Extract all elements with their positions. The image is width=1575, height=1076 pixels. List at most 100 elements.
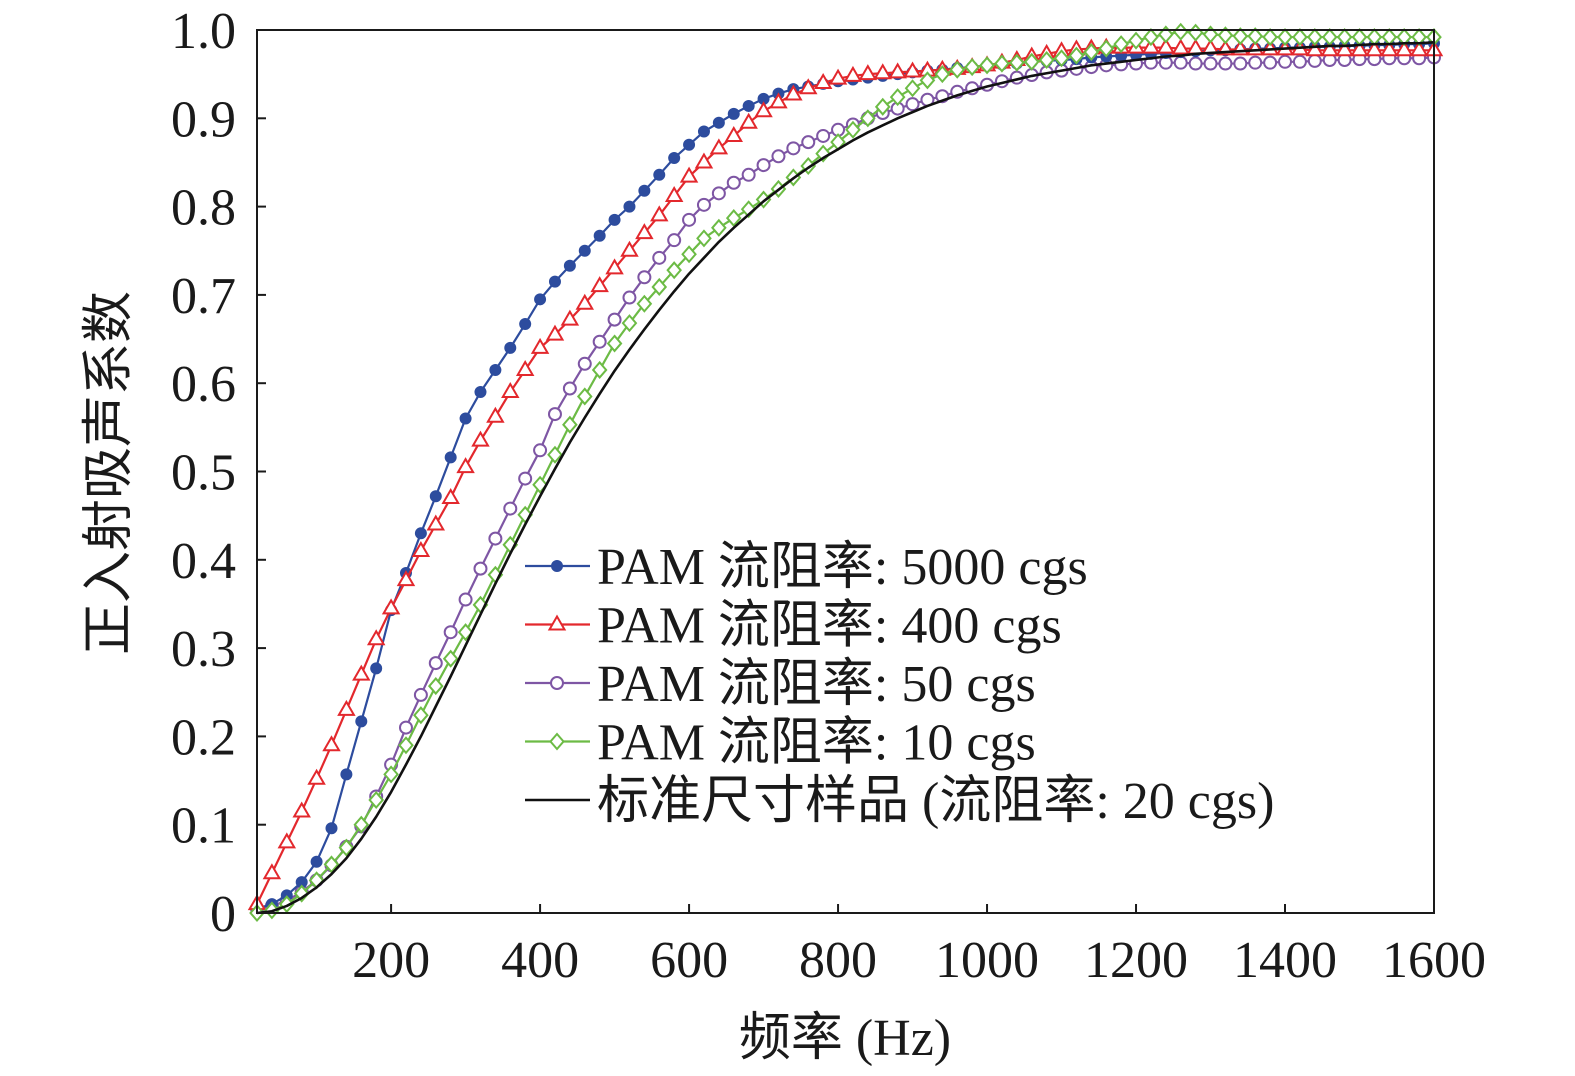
- series-2-point: [888, 62, 907, 79]
- series-3-point: [518, 471, 533, 486]
- series-4-point: [293, 884, 310, 903]
- y-tick-label: 0.6: [171, 356, 236, 413]
- series-4-point: [353, 815, 370, 834]
- series-2-point: [262, 863, 282, 880]
- x-tick-label: 200: [352, 932, 430, 989]
- series-3-point: [1188, 56, 1203, 71]
- series-2-point: [858, 64, 878, 81]
- series-3-point: [1278, 54, 1293, 69]
- y-axis-label-group: 正入射吸声系数: [81, 291, 138, 655]
- series-3-point: [1263, 55, 1278, 70]
- series-2-point: [784, 84, 803, 101]
- series-2-point: [1141, 37, 1161, 54]
- series-4-point: [860, 109, 876, 128]
- series-1-point: [548, 275, 561, 288]
- series-1-point: [534, 293, 547, 306]
- y-tick-label: 0.7: [171, 268, 236, 325]
- series-2-point: [754, 101, 773, 118]
- y-tick-label: 0.4: [171, 533, 236, 590]
- series-2-point: [277, 832, 297, 849]
- x-tick-label: 800: [799, 932, 877, 989]
- series-1-point: [563, 259, 576, 272]
- series-2-point: [1394, 40, 1414, 57]
- series-4-point: [1023, 52, 1040, 71]
- series-4-point: [1068, 46, 1085, 65]
- legend-item-5: 标准尺寸样品 (流阻率: 20 cgs): [525, 773, 1274, 830]
- y-tick-label: 0: [210, 886, 236, 943]
- series-3-point: [816, 128, 831, 143]
- series-3-point: [1173, 55, 1188, 70]
- series-2-point: [828, 68, 848, 85]
- y-tick-label: 0.1: [171, 798, 236, 855]
- series-3-point: [682, 212, 697, 227]
- series-3-point: [428, 656, 443, 671]
- legend-label: PAM 流阻率: 5000 cgs: [597, 539, 1088, 596]
- legend-item-4: PAM 流阻率: 10 cgs: [525, 715, 1036, 772]
- series-4-point: [651, 277, 668, 296]
- series-1-point: [742, 99, 755, 112]
- series-2-point: [292, 801, 311, 818]
- series-2-point: [396, 570, 416, 587]
- legend-item-1: PAM 流阻率: 5000 cgs: [525, 539, 1088, 596]
- series-5: [256, 41, 1435, 915]
- series-4-point: [696, 229, 712, 248]
- series-2-point: [650, 205, 669, 222]
- series-4-point: [1232, 27, 1249, 46]
- axis-ticks: 0 0.1 0.2 0.3 0.4 0.5 0.6 0.7 0.8 0.9 1.0 200 400 600…: [171, 3, 1486, 989]
- series-4-point: [711, 218, 727, 237]
- legend-swatch-marker: [550, 676, 564, 690]
- series-2-point: [769, 92, 788, 109]
- series-4-point: [1262, 28, 1278, 47]
- legend-swatch-marker: [549, 732, 565, 751]
- series-4-point: [1336, 28, 1353, 47]
- series-3-point: [741, 167, 756, 182]
- series-3-point: [503, 501, 518, 516]
- series-3-point: [1292, 54, 1307, 69]
- series-3-point: [637, 270, 652, 285]
- series-2-point: [799, 78, 818, 95]
- series-4-point: [383, 765, 399, 784]
- series-1-point: [474, 386, 487, 399]
- series-4-point: [1053, 49, 1070, 68]
- series-1-point: [712, 116, 725, 129]
- series-4-point: [591, 360, 608, 379]
- series-4-point: [1098, 39, 1115, 58]
- series-3-point: [696, 197, 711, 212]
- series-3-point: [622, 290, 637, 305]
- series-1-point: [355, 715, 368, 728]
- series-2-point: [1409, 40, 1429, 57]
- series-4-point: [1128, 31, 1144, 50]
- series-2-point: [813, 72, 833, 89]
- series-4-point: [368, 790, 385, 810]
- series-4-point: [1321, 28, 1338, 47]
- y-tick-label: 0.9: [171, 91, 236, 148]
- series-3-point: [756, 158, 771, 173]
- series-1-point: [370, 662, 383, 675]
- series-1-point: [623, 200, 636, 213]
- series-4-point: [1277, 28, 1293, 47]
- series-4-point: [398, 736, 414, 755]
- series-4-point: [725, 209, 742, 228]
- series-2-point: [322, 735, 341, 752]
- series-4-point: [442, 649, 459, 668]
- series-1-point: [727, 107, 740, 120]
- series-4-point: [1411, 28, 1427, 47]
- series-4-point: [562, 415, 578, 434]
- series-1-point: [683, 138, 696, 151]
- series-4-point: [1038, 50, 1055, 70]
- x-tick-label: 1600: [1382, 932, 1486, 989]
- series-3-point: [547, 407, 562, 422]
- series-2-point: [352, 664, 371, 681]
- series-layer: [247, 22, 1444, 923]
- x-axis-label: 频率 (Hz): [739, 1010, 951, 1067]
- series-2-point: [575, 293, 595, 310]
- legend-item-3: PAM 流阻率: 50 cgs: [525, 656, 1036, 713]
- series-2-point: [515, 359, 535, 376]
- series-2-point: [679, 166, 699, 183]
- series-3-point: [1203, 56, 1218, 71]
- series-3-point: [577, 356, 592, 371]
- series-2-point: [605, 258, 624, 275]
- series-4-point: [681, 245, 697, 264]
- series-4-point: [1396, 28, 1413, 47]
